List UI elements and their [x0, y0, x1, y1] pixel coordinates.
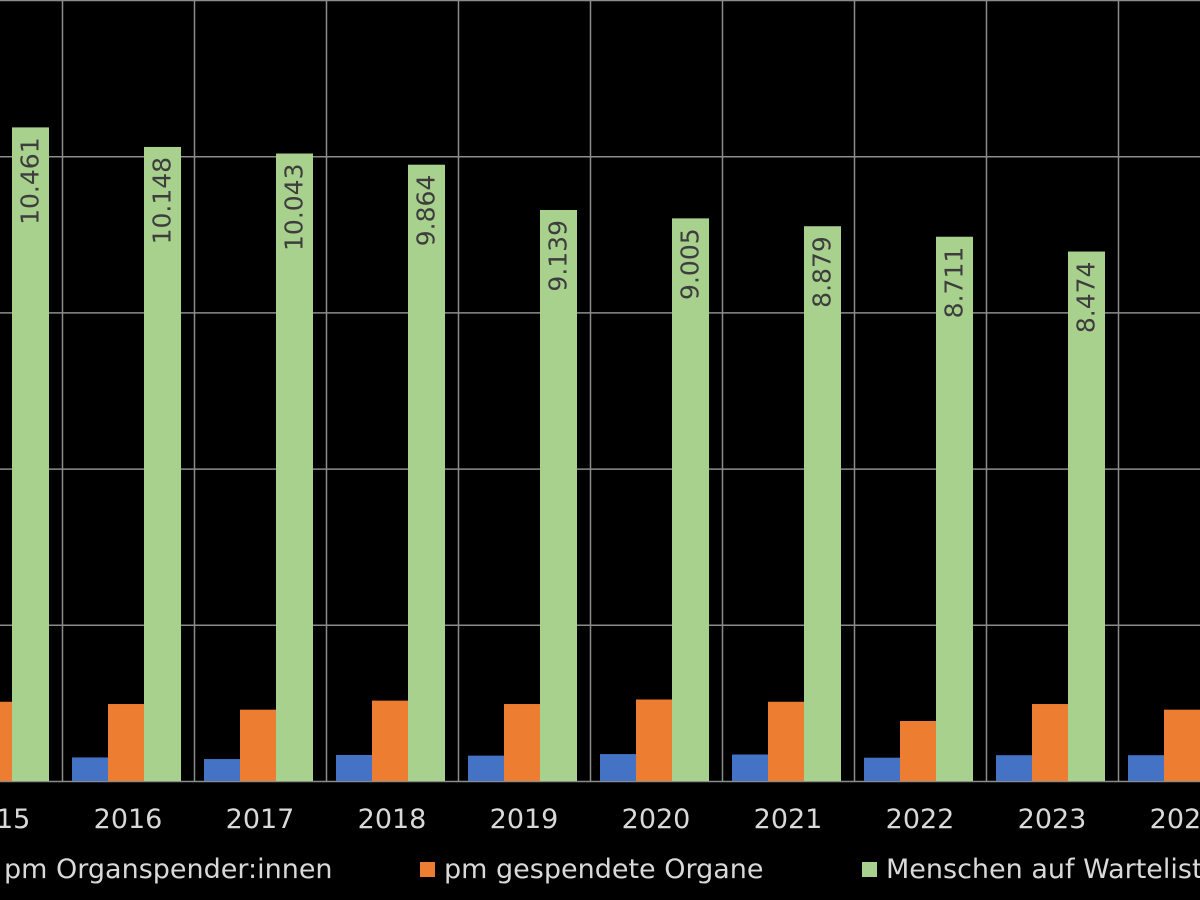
bar-organe-2018 [372, 700, 409, 781]
legend-entry-warteliste: Menschen auf Warteliste [862, 854, 1200, 885]
bar-organspender-2024 [1128, 755, 1165, 781]
x-tick-2018: 2018 [358, 804, 427, 835]
bar-organspender-2022 [864, 757, 901, 781]
bar-warteliste-2020 [672, 218, 709, 781]
bar-organe-2020 [636, 699, 673, 781]
bar-organspender-2016 [72, 757, 109, 781]
bar-organe-2021 [768, 701, 805, 781]
grid [0, 0, 1200, 783]
bar-organspender-2019 [468, 755, 505, 781]
bar-organe-2023 [1032, 704, 1069, 781]
bar-warteliste-2016 [144, 146, 181, 782]
bar-organspender-2018 [336, 754, 373, 781]
bar-warteliste-2019 [540, 209, 577, 781]
bar-organe-2015 [0, 701, 13, 781]
data-label-warteliste-2015: 10.461 [16, 137, 45, 224]
x-tick-2019: 2019 [490, 804, 559, 835]
x-tick-2024: 2024 [1150, 804, 1200, 835]
legend: pm Organspender:innen pm gespendete Orga… [0, 846, 1200, 890]
bar-organe-2017 [240, 709, 277, 781]
bar-warteliste-2018 [408, 164, 445, 782]
x-tick-2015: 2015 [0, 804, 30, 835]
bar-warteliste-2021 [804, 226, 841, 781]
legend-entry-organspender: pm Organspender:innen [0, 854, 333, 885]
bar-organe-2022 [900, 721, 937, 781]
legend-label-organe: pm gespendete Organe [444, 854, 764, 885]
data-label-warteliste-2022: 8.711 [940, 247, 969, 319]
data-label-warteliste-2021: 8.879 [808, 236, 837, 308]
data-label-warteliste-2019: 9.139 [544, 220, 573, 292]
x-tick-2017: 2017 [226, 804, 295, 835]
x-tick-2016: 2016 [94, 804, 163, 835]
data-label-warteliste-2020: 9.005 [676, 228, 705, 300]
legend-label-warteliste: Menschen auf Warteliste [886, 854, 1200, 885]
bar-organspender-2020 [600, 754, 637, 781]
bar-warteliste-2023 [1068, 251, 1105, 781]
bar-organe-2019 [504, 704, 541, 781]
bar-organe-2024 [1164, 709, 1200, 781]
data-label-warteliste-2018: 9.864 [412, 175, 441, 247]
legend-swatch-organe [420, 862, 435, 877]
x-tick-2023: 2023 [1018, 804, 1087, 835]
legend-entry-organe: pm gespendete Organe [420, 854, 764, 885]
bar-warteliste-2015 [12, 127, 49, 781]
legend-label-organspender: pm Organspender:innen [4, 854, 333, 885]
bar-warteliste-2017 [276, 153, 313, 781]
x-tick-2020: 2020 [622, 804, 691, 835]
x-axis-ticks: 2015 2016 2017 2018 2019 2020 2021 2022 2023 2024 [0, 804, 1200, 835]
data-label-warteliste-2017: 10.043 [280, 164, 309, 251]
data-label-warteliste-2016: 10.148 [148, 157, 177, 244]
bars [0, 127, 1200, 782]
x-tick-2022: 2022 [886, 804, 955, 835]
bar-organspender-2021 [732, 754, 769, 781]
bar-warteliste-2022 [936, 236, 973, 782]
bar-organe-2016 [108, 704, 145, 781]
data-label-warteliste-2023: 8.474 [1072, 262, 1101, 334]
legend-swatch-warteliste [862, 862, 877, 877]
bar-organspender-2023 [996, 755, 1033, 781]
data-labels: 10.461 10.148 10.043 9.864 9.139 9.005 8.879 8.… [16, 137, 1101, 333]
bar-organspender-2017 [204, 759, 241, 781]
x-tick-2021: 2021 [754, 804, 823, 835]
